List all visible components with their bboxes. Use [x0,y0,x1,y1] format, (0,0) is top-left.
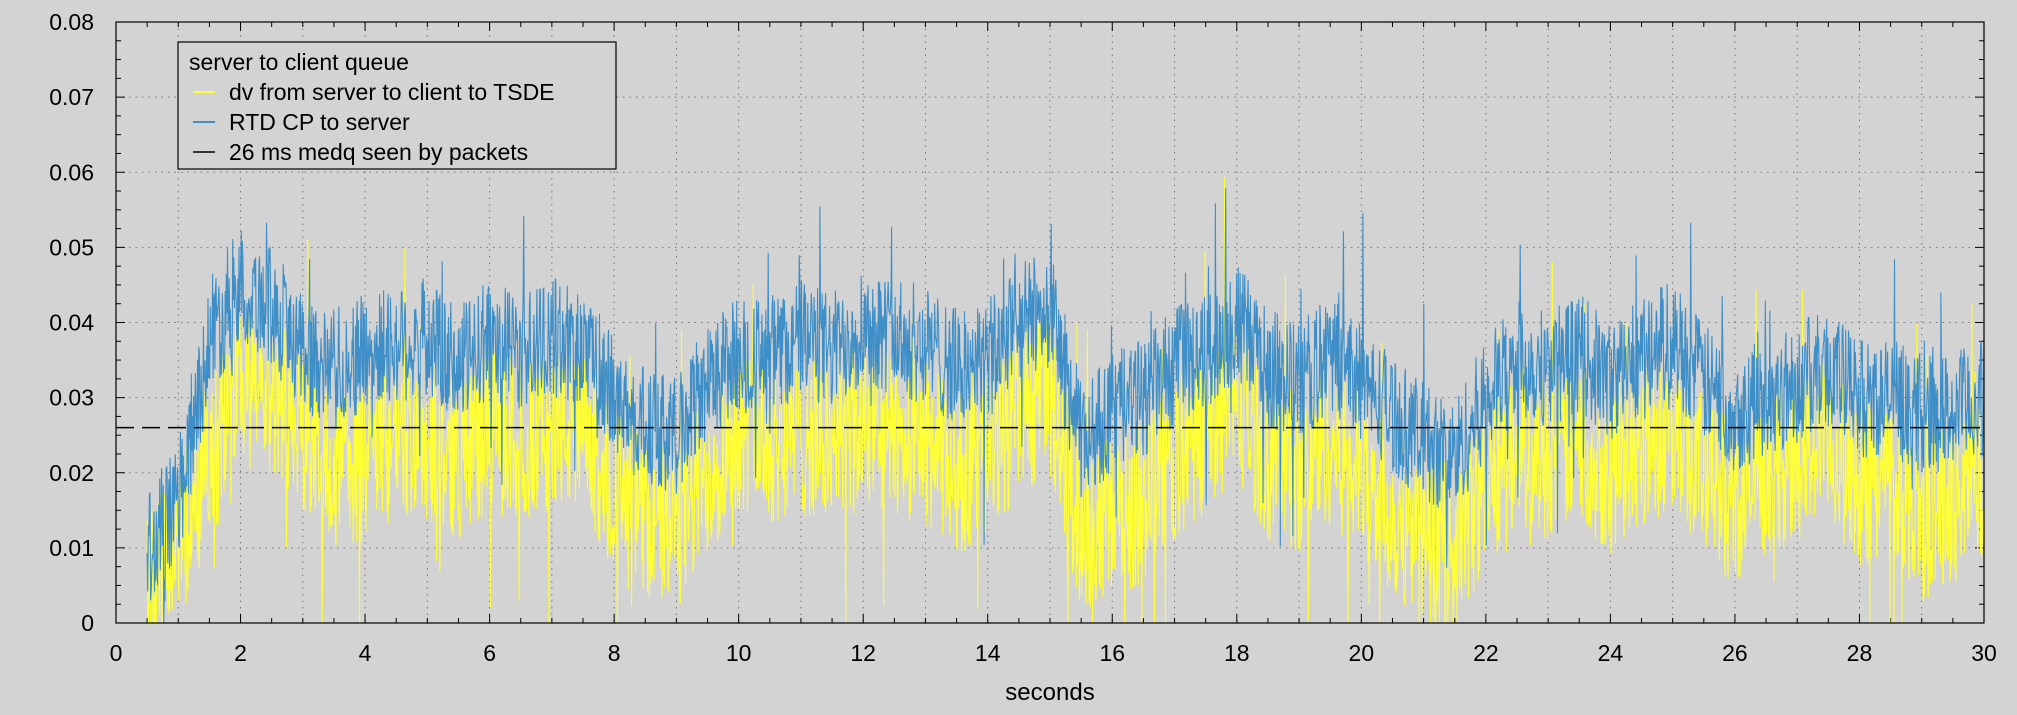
y-tick-label: 0.03 [49,385,94,411]
x-tick-label: 26 [1722,640,1748,666]
series-line-1 [146,187,1985,624]
x-axis: 0 2 4 6 8 10 12 14 16 18 20 22 24 26 28 30 [110,640,1997,666]
x-tick-label: 8 [608,640,621,666]
y-tick-label: 0.01 [49,535,94,561]
x-tick-label: 10 [726,640,752,666]
legend-box [177,41,617,170]
x-tick-label: 22 [1473,640,1499,666]
x-tick-label: 6 [483,640,496,666]
x-tick-label: 14 [975,640,1001,666]
plot-frame [115,21,1985,624]
x-tick-label: 28 [1847,640,1873,666]
x-tick-label: 16 [1099,640,1125,666]
x-tick-label: 4 [359,640,372,666]
legend-title: server to client queue [189,49,409,75]
y-tick-label: 0.06 [49,159,94,185]
y-axis: 0 0.01 0.02 0.03 0.04 0.05 0.06 0.07 0.08 [49,9,94,636]
y-tick-label: 0.02 [49,460,94,486]
y-tick-label: 0.04 [49,310,94,336]
legend: server to client queue dv from server to… [177,41,617,170]
x-tick-label: 24 [1598,640,1624,666]
y-tick-label: 0.07 [49,84,94,110]
y-tick-label: 0.08 [49,9,94,35]
legend-label-dv: dv from server to client to TSDE [229,79,555,105]
x-tick-label: 20 [1349,640,1375,666]
x-tick-label: 0 [110,640,123,666]
legend-label-medq: 26 ms medq seen by packets [229,139,528,165]
x-axis-title: seconds [1005,679,1094,706]
legend-label-rtd: RTD CP to server [229,109,410,135]
x-tick-label: 30 [1971,640,1997,666]
x-tick-label: 2 [234,640,247,666]
x-tick-label: 18 [1224,640,1250,666]
y-tick-label: 0.05 [49,234,94,260]
series-layer [116,177,1985,624]
x-tick-label: 12 [850,640,876,666]
y-tick-label: 0 [81,610,94,636]
